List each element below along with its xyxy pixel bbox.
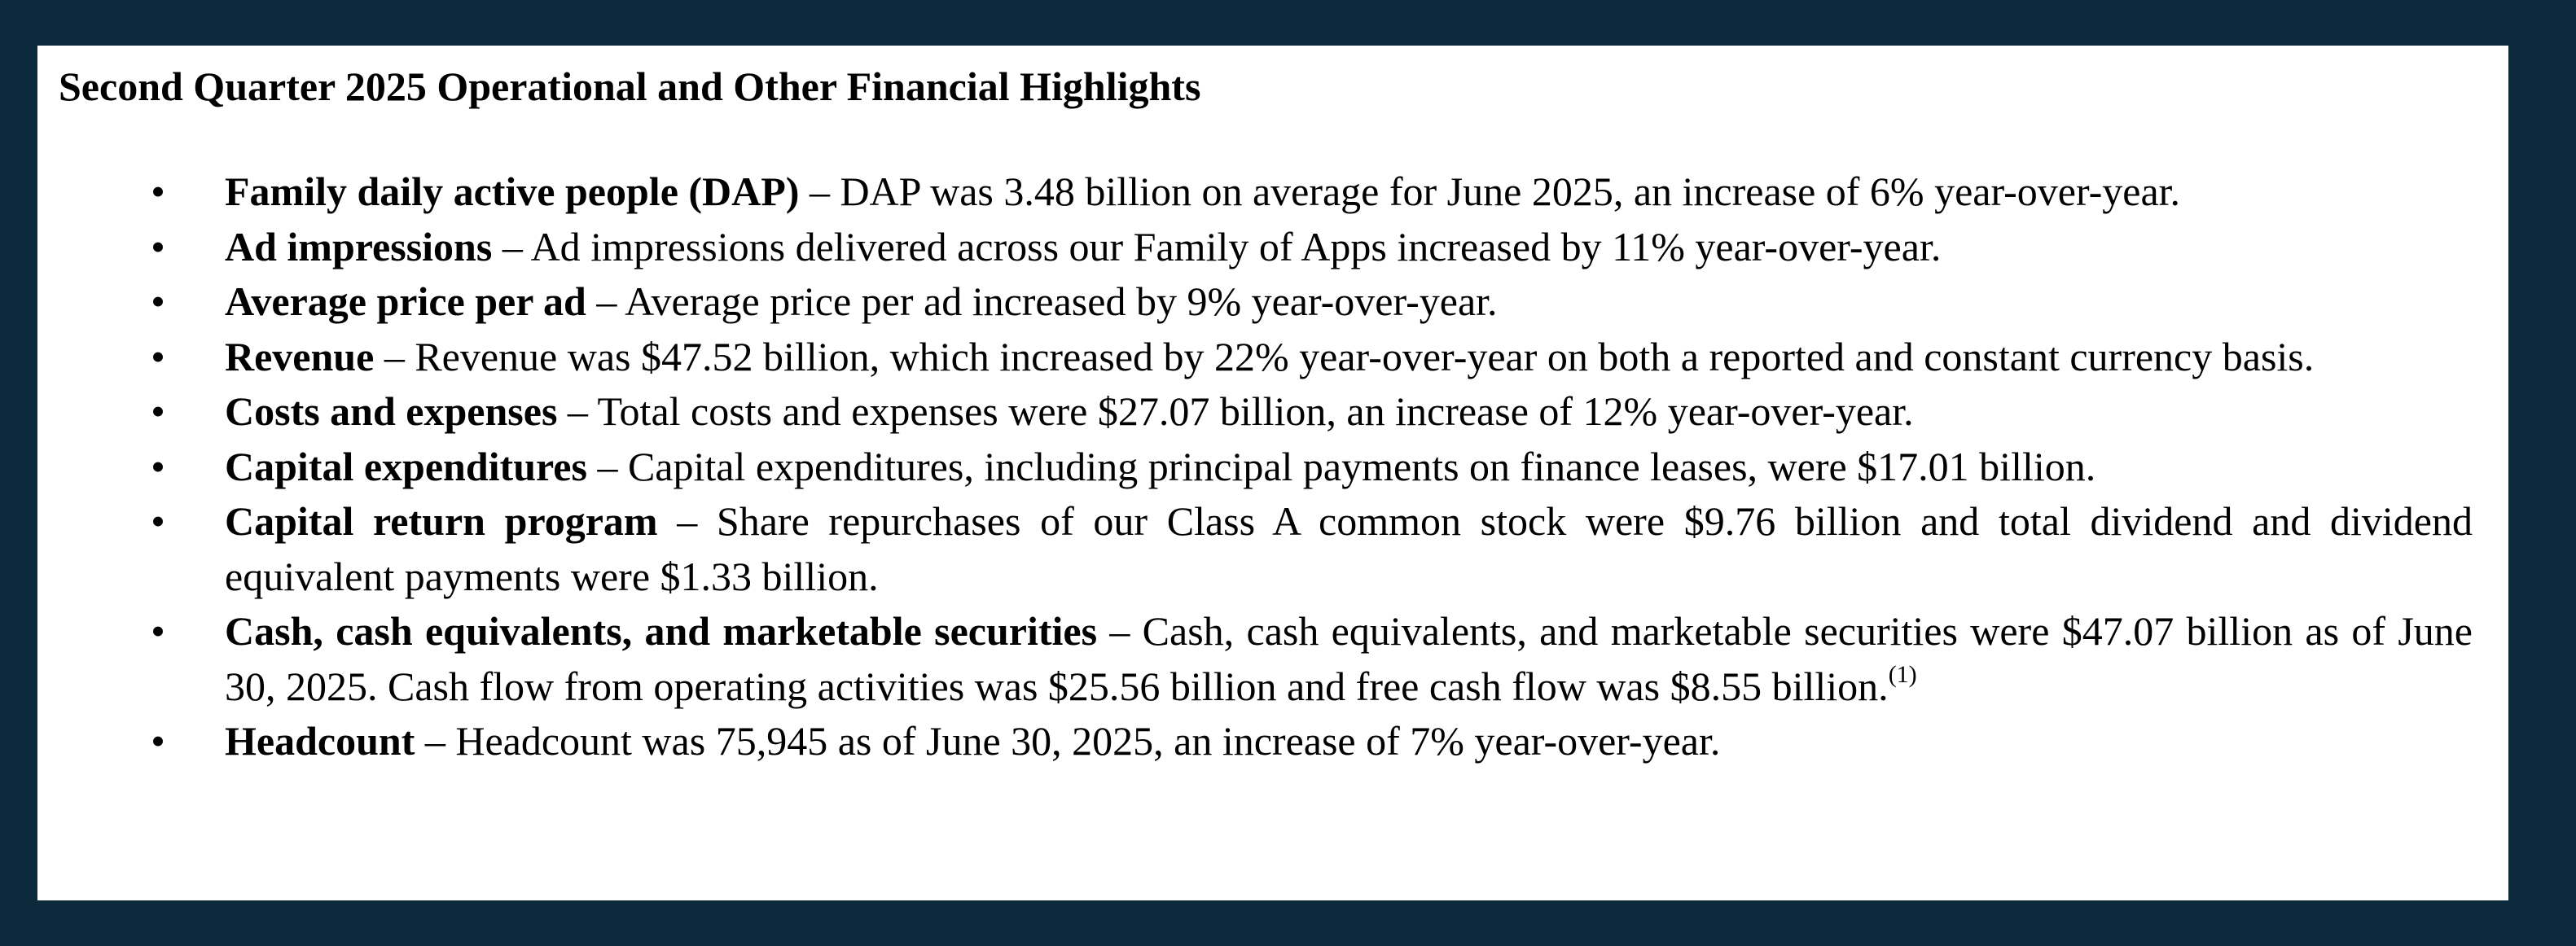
document-page: Second Quarter 2025 Operational and Othe… xyxy=(37,46,2508,900)
highlight-item: • Costs and expenses – Total costs and ex… xyxy=(37,384,2473,440)
highlight-item: • Capital return program – Share repurcha… xyxy=(37,494,2473,604)
bullet-marker: • xyxy=(151,388,165,434)
highlight-text: – Revenue was $47.52 billion, which incr… xyxy=(374,333,2315,379)
bullet-marker: • xyxy=(151,169,165,214)
highlight-item: • Average price per ad – Average price pe… xyxy=(37,274,2473,330)
highlight-item: • Cash, cash equivalents, and marketable … xyxy=(37,604,2473,714)
bullet-marker: • xyxy=(151,443,165,489)
highlight-text: – Share repurchases of our Class A commo… xyxy=(225,498,2473,599)
highlight-text: – Average price per ad increased by 9% y… xyxy=(586,278,1498,324)
bullet-marker: • xyxy=(151,278,165,324)
highlight-term: Ad impressions xyxy=(225,223,493,269)
highlight-text: – Total costs and expenses were $27.07 b… xyxy=(557,388,1914,434)
highlight-item: • Capital expenditures – Capital expendit… xyxy=(37,440,2473,495)
highlight-item: • Family daily active people (DAP) – DAP … xyxy=(37,164,2473,220)
highlight-item: • Headcount – Headcount was 75,945 as of … xyxy=(37,714,2473,769)
highlight-term: Average price per ad xyxy=(225,278,586,324)
highlight-text: – Headcount was 75,945 as of June 30, 20… xyxy=(415,718,1721,764)
highlight-term: Capital expenditures xyxy=(225,443,587,489)
highlight-text: – Ad impressions delivered across our Fa… xyxy=(492,223,1942,269)
highlight-term: Capital return program xyxy=(225,498,658,544)
highlight-text: – Cash, cash equivalents, and marketable… xyxy=(225,608,2473,709)
highlight-term: Cash, cash equivalents, and marketable s… xyxy=(225,608,1098,654)
highlight-term: Family daily active people (DAP) xyxy=(225,169,800,214)
bullet-marker: • xyxy=(151,608,165,654)
highlight-term: Revenue xyxy=(225,333,375,379)
page-title: Second Quarter 2025 Operational and Othe… xyxy=(59,64,1201,109)
bullet-marker: • xyxy=(151,223,165,269)
highlight-item: • Revenue – Revenue was $47.52 billion, w… xyxy=(37,330,2473,385)
highlight-term: Costs and expenses xyxy=(225,388,558,434)
highlights-list: • Family daily active people (DAP) – DAP … xyxy=(37,164,2508,769)
highlight-text: – DAP was 3.48 billion on average for Ju… xyxy=(799,169,2181,214)
footnote-marker: (1) xyxy=(1888,660,1917,688)
highlight-term: Headcount xyxy=(225,718,415,764)
bullet-marker: • xyxy=(151,718,165,764)
bullet-marker: • xyxy=(151,333,165,379)
highlight-item: • Ad impressions – Ad impressions deliver… xyxy=(37,220,2473,275)
bullet-marker: • xyxy=(151,498,165,544)
highlight-text: – Capital expenditures, including princi… xyxy=(586,443,2096,489)
